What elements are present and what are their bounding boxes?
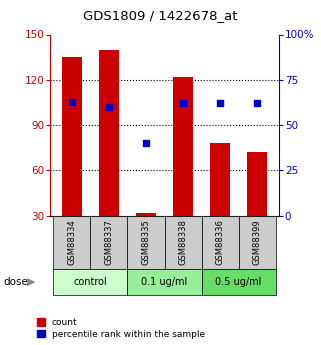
Point: [180, 101, 186, 106]
Text: 0.1 ug/ml: 0.1 ug/ml: [141, 277, 188, 287]
Bar: [173, 77, 193, 216]
Text: GSM88336: GSM88336: [215, 219, 225, 265]
Text: GSM88338: GSM88338: [178, 219, 187, 265]
Point: [107, 104, 112, 110]
Point: [143, 140, 149, 146]
Bar: [127, 216, 165, 269]
Bar: [54, 269, 127, 295]
Bar: [247, 152, 267, 216]
Text: dose: dose: [3, 277, 28, 287]
Bar: [62, 57, 82, 216]
Bar: [54, 216, 91, 269]
Text: GSM88334: GSM88334: [67, 219, 76, 265]
Bar: [99, 50, 119, 216]
Text: GDS1809 / 1422678_at: GDS1809 / 1422678_at: [83, 9, 238, 22]
Bar: [91, 216, 127, 269]
Text: 0.5 ug/ml: 0.5 ug/ml: [215, 277, 262, 287]
Bar: [127, 269, 202, 295]
Text: GSM88399: GSM88399: [253, 219, 262, 265]
Bar: [210, 143, 230, 216]
Text: ▶: ▶: [27, 277, 36, 287]
Bar: [202, 269, 275, 295]
Bar: [239, 216, 275, 269]
Text: GSM88335: GSM88335: [142, 219, 151, 265]
Point: [217, 101, 222, 106]
Point: [255, 101, 260, 106]
Bar: [165, 216, 202, 269]
Point: [69, 99, 74, 104]
Text: GSM88337: GSM88337: [104, 219, 114, 265]
Text: control: control: [74, 277, 107, 287]
Bar: [136, 213, 156, 216]
Bar: [202, 216, 239, 269]
Legend: count, percentile rank within the sample: count, percentile rank within the sample: [37, 318, 205, 339]
